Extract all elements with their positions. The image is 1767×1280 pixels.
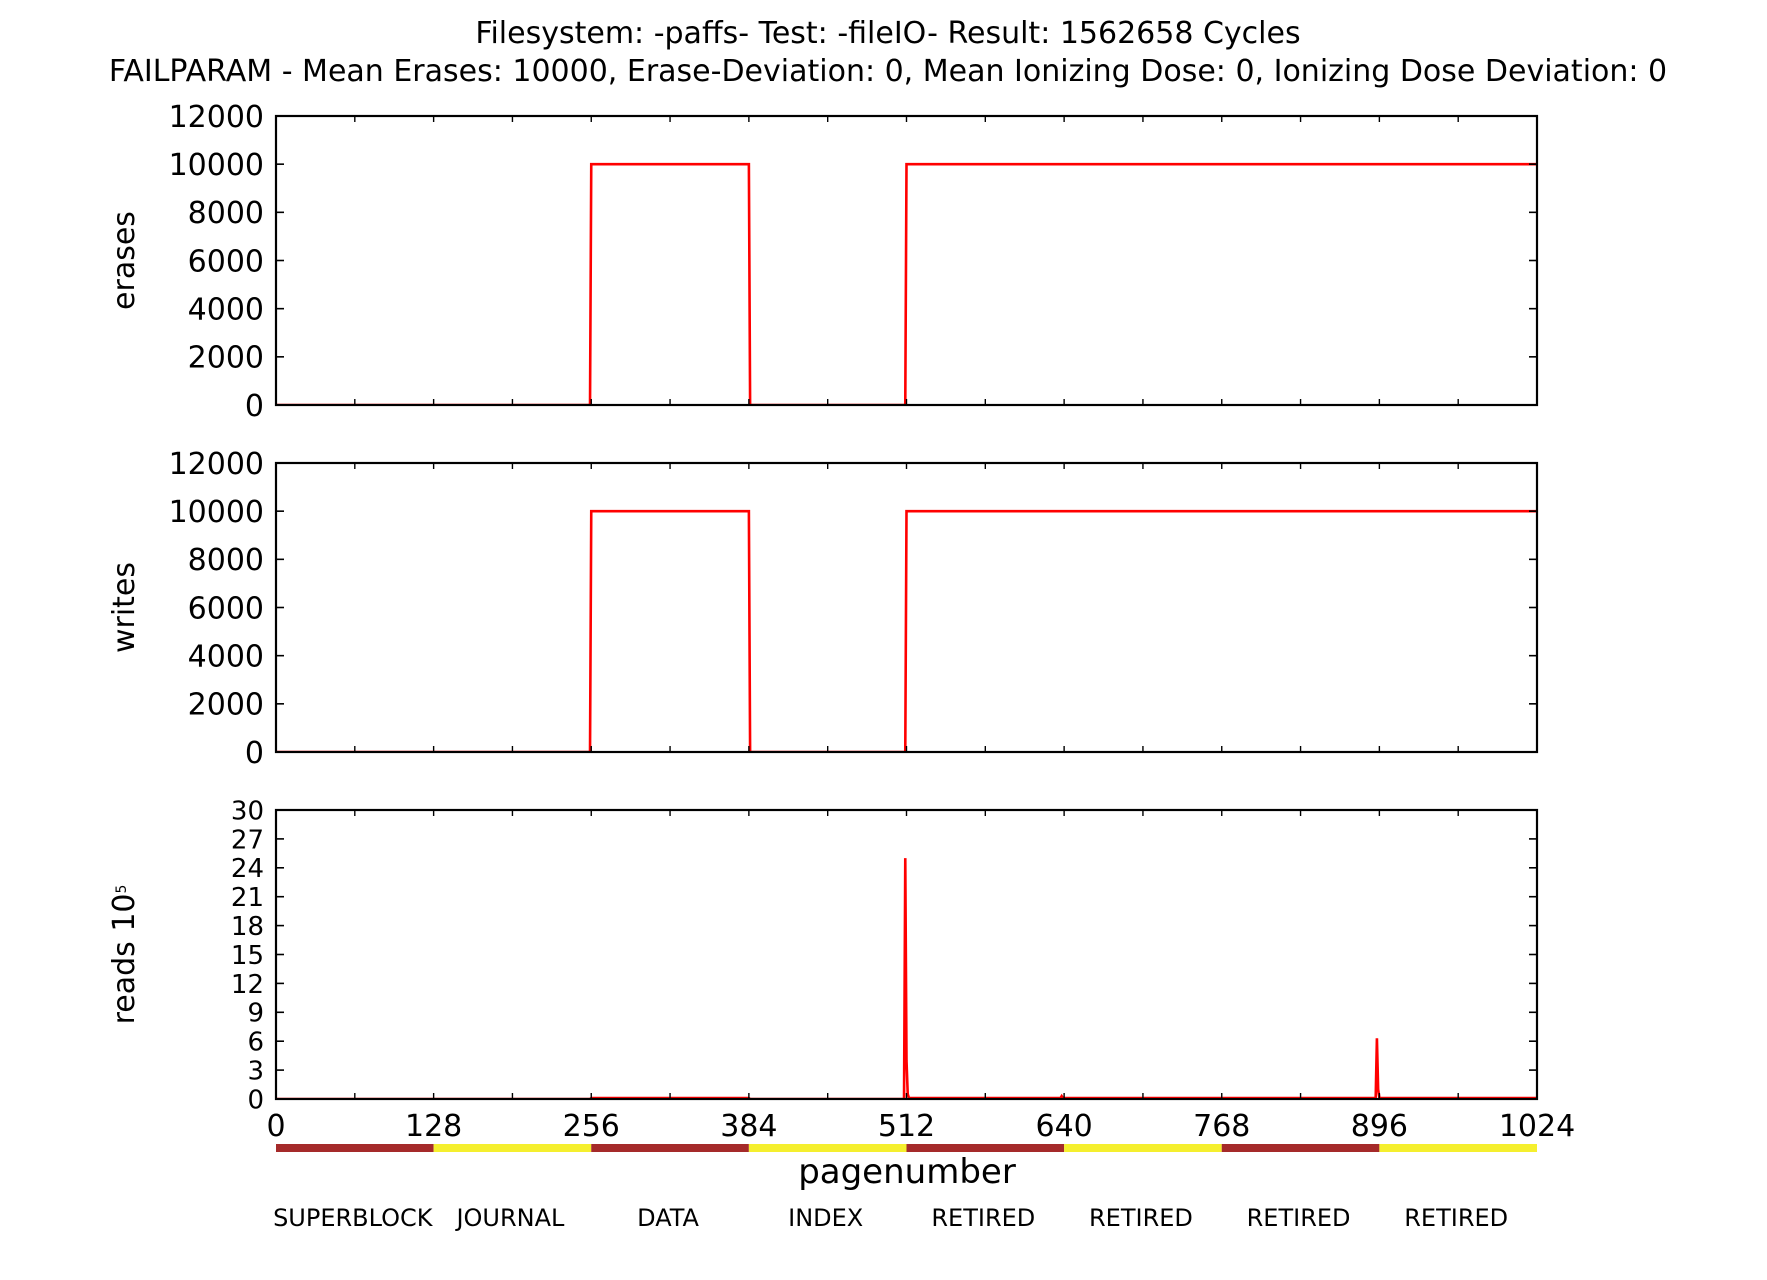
- region-legend: SUPERBLOCK JOURNAL DATA INDEX RETIRED RETIRED…: [273, 1144, 1537, 1232]
- x-tick-label: 768: [1193, 1109, 1250, 1144]
- region-label-7: RETIRED: [1247, 1204, 1351, 1232]
- y-tick-label: 9: [247, 999, 264, 1029]
- y-axis-label: reads 105: [107, 885, 142, 1025]
- region-bar-8: [1379, 1144, 1537, 1152]
- y-tick-label: 0: [247, 1085, 264, 1115]
- y-tick-label: 6: [247, 1028, 264, 1058]
- region-label-5: RETIRED: [931, 1204, 1035, 1232]
- y-tick-label: 18: [231, 912, 264, 942]
- x-tick-label: 1024: [1499, 1109, 1575, 1144]
- y-tick-label: 2000: [188, 688, 264, 723]
- y-tick-label: 4000: [188, 292, 264, 327]
- y-tick-label: 12000: [169, 447, 264, 482]
- y-tick-label: 12: [231, 970, 264, 1000]
- chart-title-line-2: FAILPARAM - Mean Erases: 10000, Erase-De…: [109, 54, 1667, 89]
- y-axis-label: erases: [107, 211, 142, 310]
- y-tick-label: 2000: [188, 341, 264, 376]
- y-tick-label: 12000: [169, 100, 264, 135]
- y-axis-label-exponent: 5: [114, 885, 130, 894]
- y-tick-label: 4000: [188, 639, 264, 674]
- region-bar-2: [433, 1144, 592, 1152]
- y-tick-label: 21: [231, 883, 264, 913]
- x-tick-label: 640: [1035, 1109, 1092, 1144]
- y-tick-label: 27: [231, 825, 264, 855]
- y-tick-label: 15: [231, 941, 264, 971]
- x-tick-label: 384: [720, 1109, 777, 1144]
- x-tick-label: 256: [563, 1109, 620, 1144]
- y-tick-label: 3: [247, 1056, 264, 1086]
- x-tick-label: 896: [1351, 1109, 1408, 1144]
- y-tick-label: 24: [231, 854, 264, 884]
- x-tick-label: 512: [878, 1109, 935, 1144]
- series-line-panel-3: [276, 858, 1537, 1099]
- y-tick-label: 0: [245, 736, 264, 771]
- y-tick-label: 6000: [188, 591, 264, 626]
- y-tick-label: 30: [231, 796, 264, 826]
- chart-title-line-1: Filesystem: -paffs- Test: -fileIO- Resul…: [475, 16, 1300, 51]
- region-bar-4: [748, 1144, 907, 1152]
- region-label-8: RETIRED: [1404, 1204, 1508, 1232]
- y-tick-label: 0: [245, 389, 264, 424]
- series-line-panel-2: [276, 509, 1537, 752]
- series-line-panel-1: [276, 162, 1537, 405]
- region-label-3: DATA: [637, 1204, 699, 1232]
- region-bar-1: [276, 1144, 434, 1152]
- region-label-4: INDEX: [788, 1204, 863, 1232]
- y-tick-label: 10000: [169, 148, 264, 183]
- panel-1: 0 2000 4000 6000 8000 10000 12000 erases: [107, 100, 1539, 424]
- y-tick-label: 6000: [188, 244, 264, 279]
- region-label-2: JOURNAL: [454, 1204, 565, 1232]
- x-axis-label: pagenumber: [798, 1152, 1016, 1192]
- y-axis-label: writes: [107, 562, 142, 653]
- y-tick-label: 8000: [188, 196, 264, 231]
- y-tick-label: 8000: [188, 543, 264, 578]
- x-tick-label: 0: [266, 1109, 285, 1144]
- region-bar-3: [591, 1144, 749, 1152]
- plot-panels: 0 2000 4000 6000 8000 10000 12000 erases 0 2000 40…: [107, 100, 1575, 1144]
- region-bar-5: [906, 1144, 1065, 1152]
- region-label-1: SUPERBLOCK: [273, 1204, 434, 1232]
- region-bar-6: [1064, 1144, 1222, 1152]
- x-tick-label: 128: [405, 1109, 462, 1144]
- region-bar-7: [1221, 1144, 1380, 1152]
- region-label-6: RETIRED: [1089, 1204, 1193, 1232]
- y-tick-label: 10000: [169, 495, 264, 530]
- panel-2: 0 2000 4000 6000 8000 10000 12000 writes: [107, 447, 1539, 771]
